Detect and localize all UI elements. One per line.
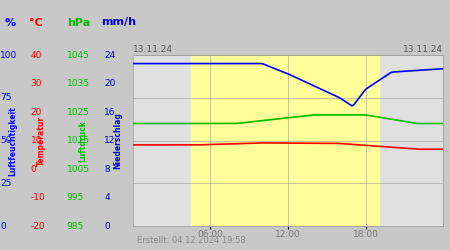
Text: 20: 20 xyxy=(31,108,42,116)
Text: -20: -20 xyxy=(31,222,45,231)
Text: 100: 100 xyxy=(0,50,17,59)
Text: 1015: 1015 xyxy=(67,136,90,145)
Text: Luftfeuchtigkeit: Luftfeuchtigkeit xyxy=(8,106,17,176)
Text: 50: 50 xyxy=(0,136,12,145)
Text: Niederschlag: Niederschlag xyxy=(113,112,122,169)
Text: 10: 10 xyxy=(31,136,42,145)
Text: 1025: 1025 xyxy=(67,108,90,116)
Text: 0: 0 xyxy=(104,222,110,231)
Text: Temperatur: Temperatur xyxy=(37,116,46,166)
Text: 24: 24 xyxy=(104,50,116,59)
Text: 30: 30 xyxy=(31,79,42,88)
Bar xyxy=(191,55,378,226)
Text: Erstellt: 04.12.2024 19:58: Erstellt: 04.12.2024 19:58 xyxy=(137,236,246,245)
Text: 0: 0 xyxy=(0,222,6,231)
Text: 1035: 1035 xyxy=(67,79,90,88)
Text: 0: 0 xyxy=(31,165,36,174)
Text: 985: 985 xyxy=(67,222,84,231)
Text: -10: -10 xyxy=(31,193,45,202)
Text: 25: 25 xyxy=(0,179,11,188)
Text: 12: 12 xyxy=(104,136,116,145)
Text: 995: 995 xyxy=(67,193,84,202)
Text: 13.11.24: 13.11.24 xyxy=(403,45,443,54)
Text: 40: 40 xyxy=(31,50,42,59)
Text: Luftdruck: Luftdruck xyxy=(79,120,88,162)
Text: 4: 4 xyxy=(104,193,110,202)
Text: 1045: 1045 xyxy=(67,50,90,59)
Text: 75: 75 xyxy=(0,93,12,102)
Text: 8: 8 xyxy=(104,165,110,174)
Text: 20: 20 xyxy=(104,79,116,88)
Text: 1005: 1005 xyxy=(67,165,90,174)
Text: 13.11.24: 13.11.24 xyxy=(133,45,173,54)
Text: °C: °C xyxy=(29,18,43,28)
Text: hPa: hPa xyxy=(68,18,91,28)
Text: 16: 16 xyxy=(104,108,116,116)
Text: mm/h: mm/h xyxy=(101,18,136,28)
Text: %: % xyxy=(4,18,16,28)
